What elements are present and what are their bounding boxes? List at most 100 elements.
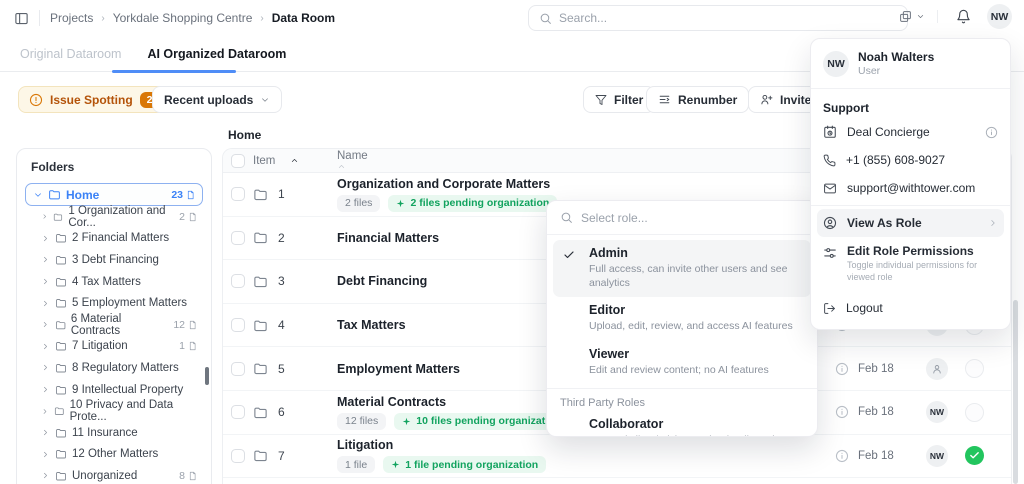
invite-label: Invite: [780, 92, 812, 107]
sort-asc-icon[interactable]: [290, 156, 299, 165]
info-circle-icon[interactable]: [985, 126, 998, 139]
table-row[interactable]: 7 Litigation 1 file 1 file pending organ…: [223, 435, 1011, 479]
search-icon: [539, 12, 552, 25]
sidebar-folder-count: 1: [179, 340, 185, 353]
role-search-input[interactable]: [581, 210, 804, 225]
folder-icon: [254, 363, 267, 375]
tab-original-dataroom[interactable]: Original Dataroom: [20, 47, 122, 61]
sidebar-item-folder-3[interactable]: 3 Debt Financing: [25, 249, 203, 271]
role-option-editor[interactable]: Editor Upload, edit, review, and access …: [553, 297, 811, 340]
menu-item-edit-role-permissions[interactable]: Edit Role Permissions Toggle individual …: [817, 237, 1004, 290]
user-menu: NW Noah Walters User Support Deal Concie…: [810, 38, 1011, 331]
edit-role-permissions-label: Edit Role Permissions: [847, 244, 974, 258]
file-count-badge: 2 files: [337, 194, 381, 212]
sidebar-item-folder-11[interactable]: 11 Insurance: [25, 422, 203, 444]
sidebar-item-folder-4[interactable]: 4 Tax Matters: [25, 271, 203, 293]
menu-item-deal-concierge[interactable]: Deal Concierge: [817, 118, 1004, 146]
menu-item-phone[interactable]: +1 (855) 608-9027: [817, 146, 1004, 174]
folder-icon: [56, 385, 66, 394]
sidebar-folder-label: 2 Financial Matters: [72, 232, 170, 245]
row-checkbox[interactable]: [231, 405, 245, 420]
menu-item-view-as-role[interactable]: View As Role: [817, 209, 1004, 237]
filter-funnel-icon: [595, 94, 607, 106]
column-name[interactable]: Name: [337, 150, 368, 162]
row-checkbox[interactable]: [231, 448, 245, 463]
breadcrumb-project-name[interactable]: Yorkdale Shopping Centre: [112, 11, 253, 25]
role-search-bar[interactable]: [547, 201, 817, 235]
folder-icon: [56, 256, 66, 265]
issue-spotting-button[interactable]: Issue Spotting 22: [18, 86, 175, 113]
column-item[interactable]: Item: [253, 154, 276, 167]
status-circle-done[interactable]: [965, 446, 984, 466]
chevron-right-icon: [44, 235, 47, 241]
chevron-down-icon: [35, 192, 41, 197]
folder-icon: [56, 342, 66, 351]
user-avatar[interactable]: NW: [987, 4, 1012, 29]
folder-name[interactable]: Financial Matters: [337, 230, 440, 245]
role-option-admin[interactable]: Admin Full access, can invite other user…: [553, 240, 811, 298]
role-option-collaborator[interactable]: Collaborator External client/advisor; up…: [553, 411, 811, 436]
workspace-switcher[interactable]: [899, 10, 938, 23]
tabs-active-indicator: [112, 70, 236, 73]
folder-name[interactable]: Debt Financing: [337, 274, 428, 289]
notifications-bell-icon[interactable]: [956, 9, 971, 24]
folder-icon: [56, 299, 66, 308]
sort-asc-icon[interactable]: [337, 162, 373, 171]
sidebar-scrollbar-thumb[interactable]: [205, 367, 209, 385]
sidebar-item-folder-8[interactable]: 8 Regulatory Matters: [25, 357, 203, 379]
assignee-avatar-placeholder[interactable]: [926, 357, 948, 380]
renumber-button[interactable]: Renumber: [646, 86, 750, 113]
panel-left-icon[interactable]: [14, 11, 29, 26]
sidebar-item-folder-7[interactable]: 7 Litigation 1: [25, 336, 203, 358]
select-all-checkbox[interactable]: [231, 153, 245, 168]
assignee-avatar[interactable]: NW: [926, 401, 948, 424]
sidebar-item-folder-1[interactable]: 1 Organization and Cor... 2: [25, 205, 203, 229]
folder-name[interactable]: Employment Matters: [337, 361, 460, 376]
chevron-right-icon: [44, 343, 47, 349]
folder-name[interactable]: Organization and Corporate Matters: [337, 176, 551, 191]
role-option-viewer[interactable]: Viewer Edit and review content; no AI fe…: [553, 341, 811, 384]
sidebar-folder-count: 8: [179, 469, 185, 482]
breadcrumb-data-room[interactable]: Data Room: [271, 11, 336, 25]
menu-item-logout[interactable]: Logout: [817, 294, 1004, 322]
status-circle-empty[interactable]: [965, 359, 984, 379]
sidebar-item-folder-6[interactable]: 6 Material Contracts 12: [25, 313, 203, 337]
info-circle-icon[interactable]: [835, 449, 849, 463]
sidebar-item-unorganized[interactable]: Unorganized 8: [25, 465, 203, 484]
sidebar-item-home[interactable]: Home 23: [25, 183, 203, 206]
search-bar[interactable]: [528, 5, 908, 31]
folder-name[interactable]: Litigation: [337, 438, 394, 453]
sidebar-item-folder-2[interactable]: 2 Financial Matters: [25, 228, 203, 250]
info-circle-icon[interactable]: [835, 405, 849, 419]
assignee-avatar[interactable]: NW: [926, 444, 948, 467]
sparkle-icon: [391, 461, 400, 469]
support-phone: +1 (855) 608-9027: [846, 153, 946, 167]
main-scrollbar-thumb[interactable]: [1013, 300, 1018, 484]
edit-role-permissions-subtitle: Toggle individual permissions for viewed…: [847, 260, 978, 282]
row-checkbox[interactable]: [231, 361, 245, 376]
logout-label: Logout: [846, 301, 883, 316]
row-checkbox[interactable]: [231, 230, 245, 245]
row-checkbox[interactable]: [231, 187, 245, 202]
breadcrumb-projects[interactable]: Projects: [50, 11, 94, 25]
folder-icon: [254, 232, 267, 244]
folders-heading: Folders: [31, 160, 75, 174]
status-circle-empty[interactable]: [965, 402, 984, 422]
folder-name[interactable]: Material Contracts: [337, 394, 447, 409]
search-input[interactable]: [559, 11, 897, 25]
row-checkbox[interactable]: [231, 318, 245, 333]
row-checkbox[interactable]: [231, 274, 245, 289]
recent-uploads-button[interactable]: Recent uploads: [152, 86, 283, 113]
sparkle-icon: [403, 417, 411, 426]
filter-button[interactable]: Filter: [583, 86, 656, 113]
sidebar-item-folder-9[interactable]: 9 Intellectual Property: [25, 379, 203, 401]
sidebar-item-folder-12[interactable]: 12 Other Matters: [25, 444, 203, 466]
sidebar-item-folder-10[interactable]: 10 Privacy and Data Prote...: [25, 399, 203, 423]
tab-ai-organized-dataroom[interactable]: AI Organized Dataroom: [147, 47, 287, 61]
person-icon: [933, 364, 941, 374]
folder-name[interactable]: Tax Matters: [337, 318, 406, 333]
sidebar-item-folder-5[interactable]: 5 Employment Matters: [25, 292, 203, 314]
info-circle-icon[interactable]: [835, 362, 849, 376]
menu-item-email[interactable]: support@withtower.com: [817, 174, 1004, 202]
user-name: Noah Walters: [858, 50, 935, 64]
